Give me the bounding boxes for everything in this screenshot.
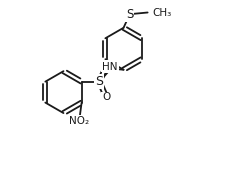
Text: S: S [95,75,103,88]
Text: O: O [102,61,110,71]
Text: CH₃: CH₃ [151,7,171,18]
Text: HN: HN [102,62,117,72]
Text: S: S [126,8,133,21]
Text: O: O [102,92,110,102]
Text: NO₂: NO₂ [69,116,89,126]
